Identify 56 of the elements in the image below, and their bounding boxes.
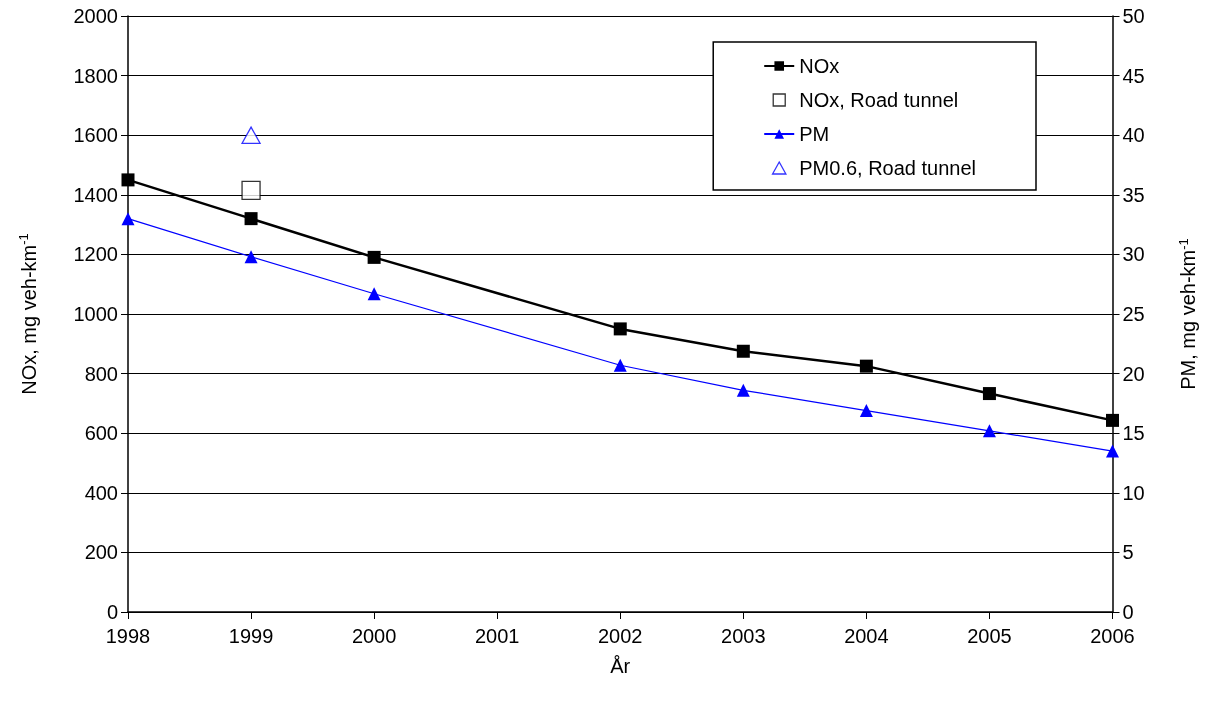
point	[982, 424, 996, 438]
y-tick-label: 600	[84, 422, 118, 445]
point	[241, 126, 261, 144]
point	[1106, 444, 1119, 458]
point	[859, 359, 873, 373]
legend-label: PM	[799, 123, 830, 145]
point	[736, 344, 750, 358]
y-tick-label: 200	[84, 541, 118, 564]
x-tick-label: 2003	[721, 625, 766, 647]
point	[121, 173, 135, 187]
x-tick-label: 1998	[105, 625, 151, 647]
point	[613, 358, 627, 372]
point	[367, 287, 381, 301]
y2-tick-label: 0	[1122, 601, 1134, 623]
point	[121, 212, 135, 226]
y2-tick-label: 30	[1122, 243, 1145, 266]
legend-label: NOx, Road tunnel	[799, 89, 959, 111]
y2-tick-label: 20	[1122, 362, 1145, 385]
point	[1106, 413, 1119, 427]
y-tick-label: 1600	[73, 124, 118, 147]
x-tick-label: 2006	[1090, 625, 1135, 647]
y-tick-label: 1000	[73, 303, 118, 325]
legend-label: PM0.6, Road tunnel	[799, 157, 976, 179]
x-tick-label: 2000	[351, 625, 397, 647]
point	[244, 212, 258, 226]
y2-axis-title: PM, mg veh-km-1	[1175, 238, 1199, 390]
y-tick-label: 1200	[73, 243, 118, 266]
y-tick-label: 0	[106, 601, 118, 623]
y2-tick-label: 35	[1122, 183, 1145, 206]
y-tick-label: 800	[84, 362, 118, 385]
y-tick-label: 2000	[73, 5, 118, 27]
point	[241, 180, 261, 200]
y-tick-label: 400	[84, 481, 118, 504]
x-tick-label: 2002	[598, 625, 643, 647]
y-tick-label: 1800	[73, 64, 118, 87]
y2-tick-label: 50	[1122, 5, 1145, 27]
point	[613, 322, 627, 336]
x-tick-label: 1999	[228, 625, 274, 647]
point	[859, 404, 873, 418]
point	[736, 383, 750, 397]
x-tick-label: 2001	[474, 625, 520, 647]
y2-tick-label: 25	[1122, 303, 1145, 325]
y-tick-label: 1400	[73, 183, 118, 206]
legend-label: NOx	[799, 55, 840, 77]
y2-tick-label: 10	[1122, 481, 1145, 504]
y2-tick-label: 45	[1122, 64, 1145, 87]
x-tick-label: 2004	[844, 625, 889, 647]
x-axis-title: År	[610, 655, 631, 677]
y2-tick-label: 40	[1122, 124, 1145, 147]
y2-tick-label: 15	[1122, 422, 1145, 445]
y2-tick-label: 5	[1122, 541, 1134, 564]
x-tick-label: 2005	[967, 625, 1012, 647]
point	[982, 387, 996, 401]
point	[244, 250, 258, 264]
y-axis-title: NOx, mg veh-km-1	[16, 233, 40, 395]
point	[367, 250, 381, 264]
